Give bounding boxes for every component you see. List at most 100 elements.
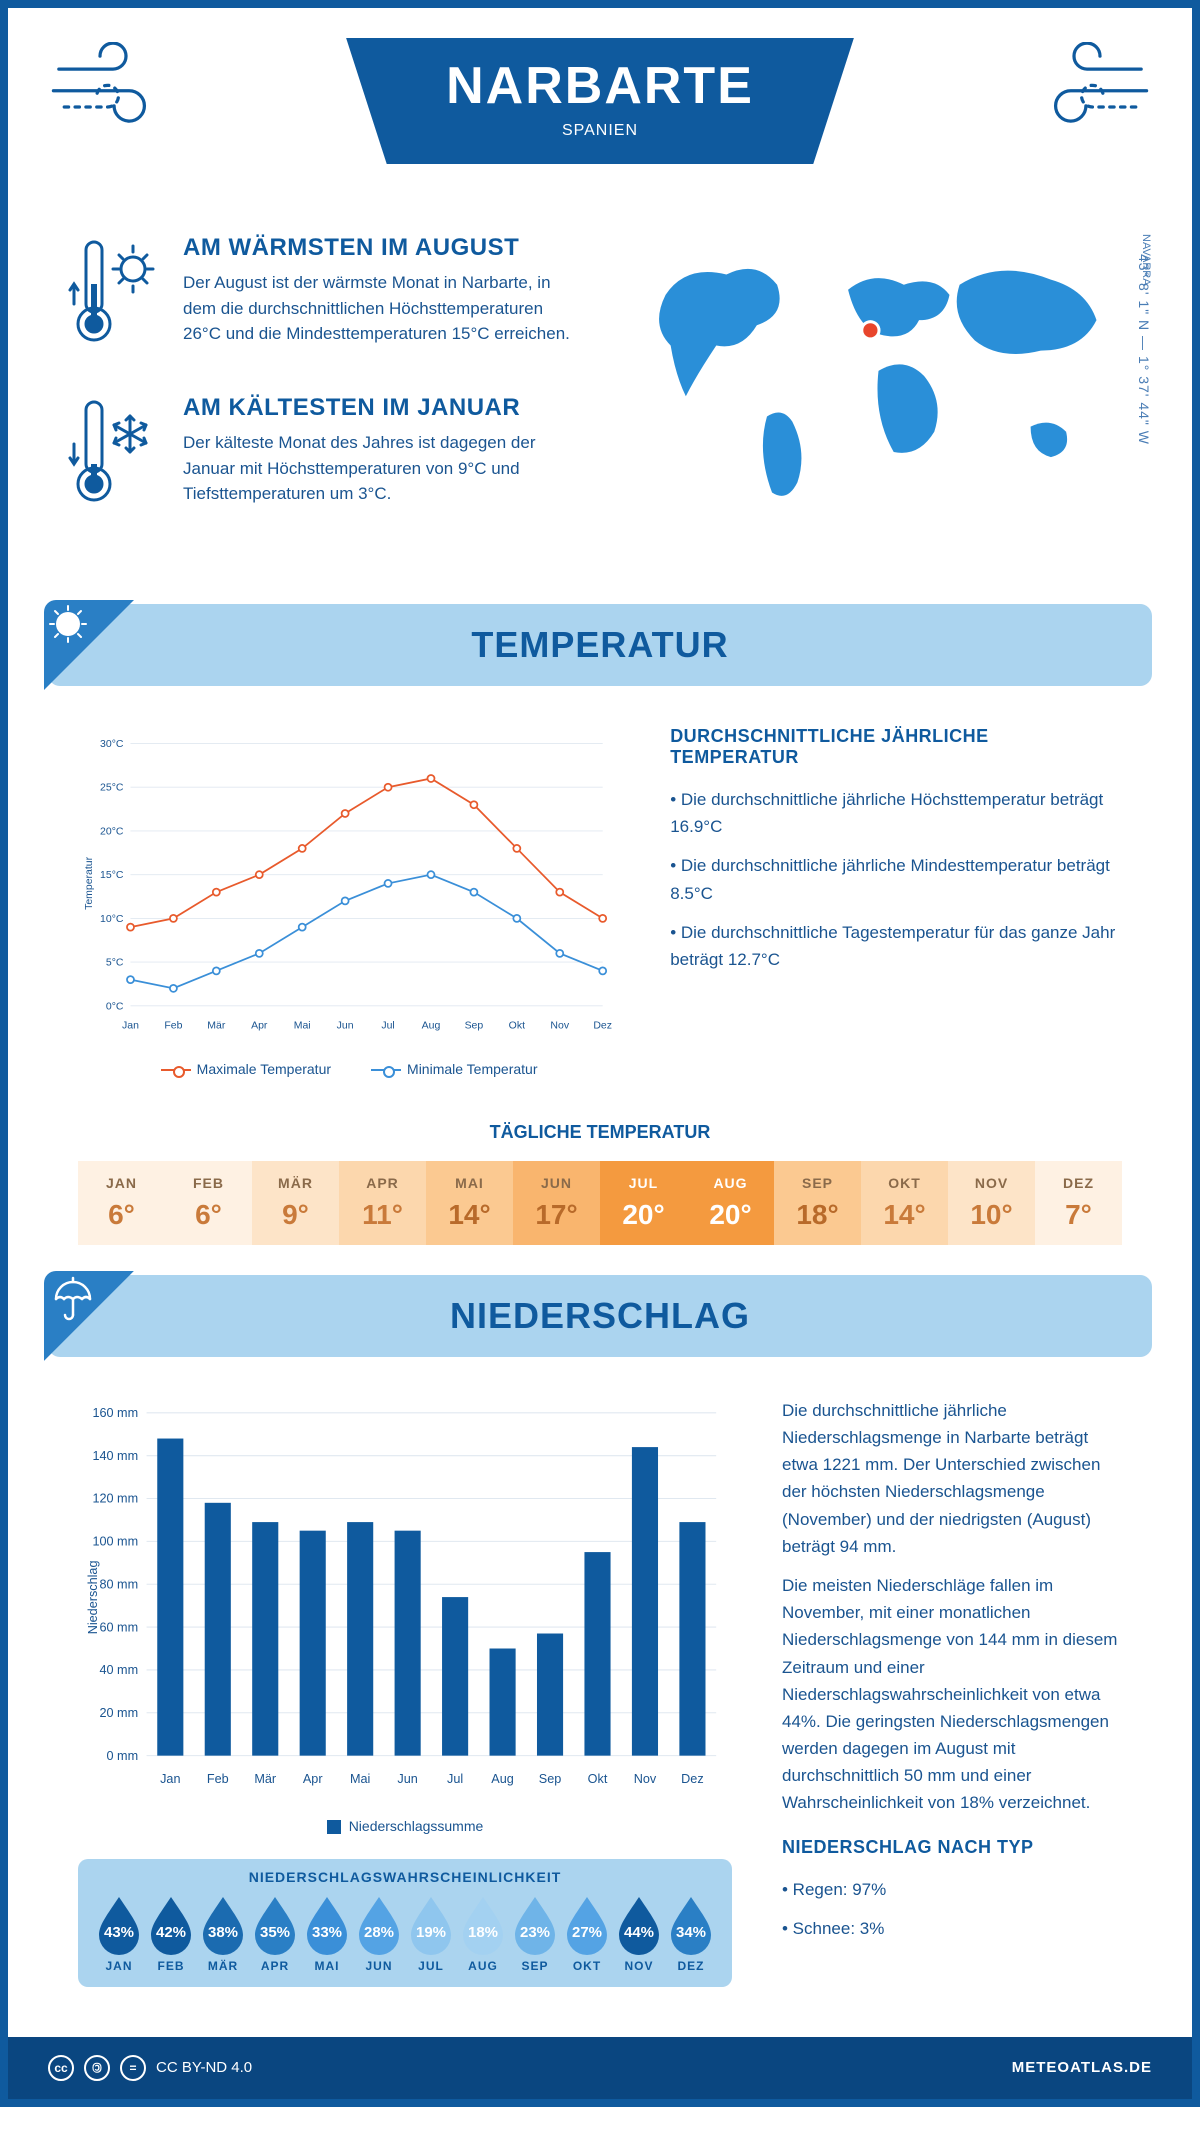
annual-bullet: • Die durchschnittliche jährliche Höchst… [670,786,1122,840]
svg-text:23%: 23% [520,1924,550,1941]
svg-text:Okt: Okt [509,1021,525,1032]
probability-drop: 33%MAI [301,1893,353,1973]
wind-icon [1022,42,1152,134]
svg-text:Jan: Jan [160,1772,180,1786]
precipitation-header: NIEDERSCHLAG [48,1275,1152,1357]
svg-text:10°C: 10°C [100,914,124,925]
brand: METEOATLAS.DE [1012,2059,1152,2076]
probability-drop: 44%NOV [613,1893,665,1973]
daily-temp-cell: AUG20° [687,1161,774,1245]
cc-icon: cc [48,2055,74,2081]
svg-text:35%: 35% [260,1924,290,1941]
annual-bullet: • Die durchschnittliche Tagestemperatur … [670,919,1122,973]
daily-temp-cell: JUL20° [600,1161,687,1245]
warmest-fact: AM WÄRMSTEN IM AUGUST Der August ist der… [68,234,575,359]
svg-text:15°C: 15°C [100,870,124,881]
svg-text:25°C: 25°C [100,783,124,794]
svg-text:Jan: Jan [122,1021,139,1032]
svg-text:Nov: Nov [550,1021,569,1032]
probability-drop: 27%OKT [561,1893,613,1973]
svg-text:42%: 42% [156,1924,186,1941]
daily-temp-cell: OKT14° [861,1161,948,1245]
probability-drop: 28%JUN [353,1893,405,1973]
svg-text:33%: 33% [312,1924,342,1941]
svg-text:30°C: 30°C [100,739,124,750]
coordinates: 43° 8' 1" N — 1° 37' 44" W [1136,254,1152,445]
warmest-text: Der August ist der wärmste Monat in Narb… [183,270,575,347]
probability-drop: 23%SEP [509,1893,561,1973]
svg-text:140 mm: 140 mm [92,1449,138,1463]
warmest-title: AM WÄRMSTEN IM AUGUST [183,234,575,262]
license-text: CC BY-ND 4.0 [156,2059,252,2076]
daily-temp-title: TÄGLICHE TEMPERATUR [8,1122,1192,1143]
daily-temp-cell: APR11° [339,1161,426,1245]
precip-info: Die durchschnittliche jährliche Niedersc… [782,1397,1122,1987]
svg-text:38%: 38% [208,1924,238,1941]
svg-text:Dez: Dez [681,1772,703,1786]
thermometer-hot-icon [68,234,158,359]
daily-temp-cell: MAI14° [426,1161,513,1245]
svg-text:Apr: Apr [251,1021,268,1032]
probability-drop: 42%FEB [145,1893,197,1973]
svg-text:Niederschlag: Niederschlag [86,1560,100,1634]
svg-text:Jun: Jun [397,1772,417,1786]
daily-temp-cell: MÄR9° [252,1161,339,1245]
svg-text:Jul: Jul [447,1772,463,1786]
page-title: NARBARTE [446,56,754,116]
daily-temp-cell: NOV10° [948,1161,1035,1245]
svg-text:100 mm: 100 mm [92,1534,138,1548]
precip-text-1: Die durchschnittliche jährliche Niedersc… [782,1397,1122,1560]
svg-text:Feb: Feb [164,1021,182,1032]
probability-drop: 19%JUL [405,1893,457,1973]
temperature-chart: 0°C5°C10°C15°C20°C25°C30°CJanFebMärAprMa… [78,726,620,1077]
precip-text-2: Die meisten Niederschläge fallen im Nove… [782,1572,1122,1817]
coldest-fact: AM KÄLTESTEN IM JANUAR Der kälteste Mona… [68,394,575,519]
svg-text:18%: 18% [468,1924,498,1941]
svg-text:60 mm: 60 mm [99,1620,138,1634]
world-map [625,234,1132,518]
nd-icon: = [120,2055,146,2081]
precipitation-chart: 0 mm20 mm40 mm60 mm80 mm100 mm120 mm140 … [78,1397,732,1987]
probability-box: NIEDERSCHLAGSWAHRSCHEINLICHKEIT 43%JAN42… [78,1859,732,1987]
svg-text:Jun: Jun [337,1021,354,1032]
precipitation-title: NIEDERSCHLAG [78,1295,1122,1337]
svg-text:Apr: Apr [303,1772,323,1786]
svg-text:Mai: Mai [350,1772,370,1786]
probability-drop: 35%APR [249,1893,301,1973]
svg-text:Mai: Mai [294,1021,311,1032]
location-marker [863,323,877,337]
svg-text:40 mm: 40 mm [99,1663,138,1677]
summary-row: AM WÄRMSTEN IM AUGUST Der August ist der… [8,214,1192,574]
daily-temp-cell: JAN6° [78,1161,165,1245]
daily-temp-cell: SEP18° [774,1161,861,1245]
annual-bullet: • Die durchschnittliche jährliche Mindes… [670,852,1122,906]
svg-text:Sep: Sep [465,1021,484,1032]
svg-text:5°C: 5°C [106,958,124,969]
svg-text:27%: 27% [572,1924,602,1941]
svg-text:120 mm: 120 mm [92,1492,138,1506]
title-banner: NARBARTE SPANIEN [346,38,854,164]
wind-icon [48,42,178,134]
page-subtitle: SPANIEN [446,122,754,140]
svg-text:Feb: Feb [207,1772,229,1786]
header: NARBARTE SPANIEN [8,8,1192,214]
map-area: NAVARRA 43° 8' 1" N — 1° 37' 44" W [625,234,1132,554]
svg-text:44%: 44% [624,1924,654,1941]
svg-text:28%: 28% [364,1924,394,1941]
type-bullet: • Regen: 97% [782,1876,1122,1903]
temperature-header: TEMPERATUR [48,604,1152,686]
svg-text:19%: 19% [416,1924,446,1941]
svg-text:Mär: Mär [207,1021,226,1032]
precip-type-title: NIEDERSCHLAG NACH TYP [782,1837,1122,1858]
probability-drop: 38%MÄR [197,1893,249,1973]
svg-text:Temperatur: Temperatur [84,856,95,910]
svg-text:Nov: Nov [634,1772,657,1786]
precip-legend: Niederschlagssumme [349,1818,484,1834]
annual-temp-title: DURCHSCHNITTLICHE JÄHRLICHE TEMPERATUR [670,726,1122,768]
svg-text:34%: 34% [676,1924,706,1941]
annual-temp-info: DURCHSCHNITTLICHE JÄHRLICHE TEMPERATUR •… [670,726,1122,1077]
daily-temp-cell: DEZ7° [1035,1161,1122,1245]
probability-drop: 34%DEZ [665,1893,717,1973]
daily-temp-strip: JAN6°FEB6°MÄR9°APR11°MAI14°JUN17°JUL20°A… [78,1161,1122,1245]
svg-text:Okt: Okt [588,1772,608,1786]
